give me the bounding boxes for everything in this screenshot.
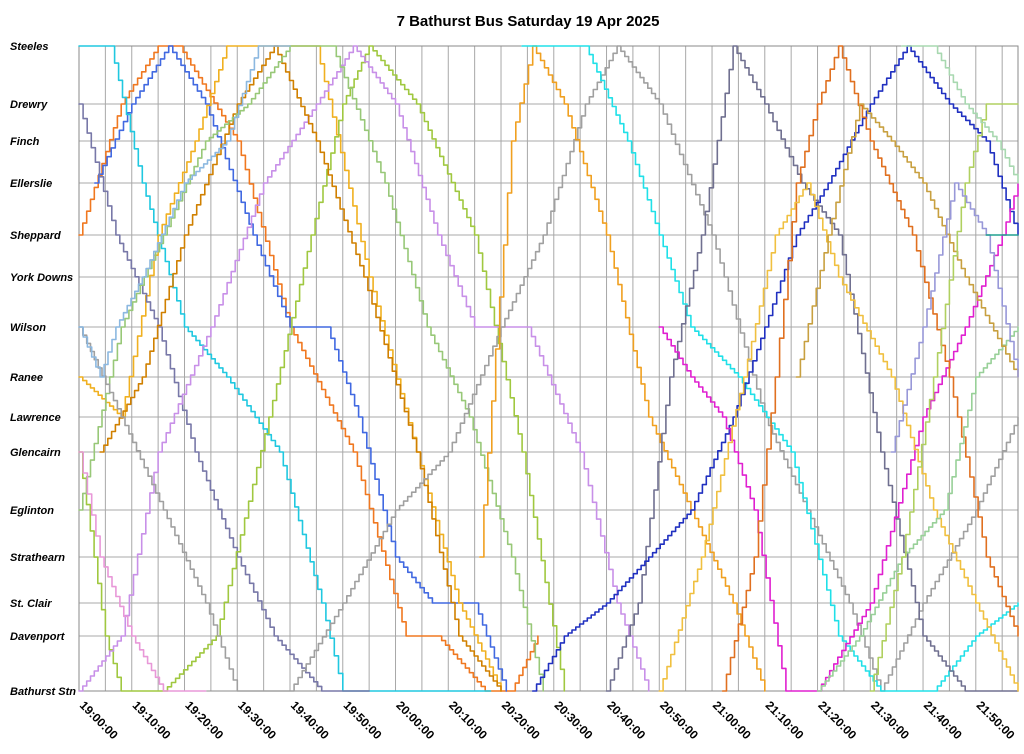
stop-label: Wilson [10, 322, 46, 334]
time-tick-label: 21:00:00 [710, 698, 754, 742]
time-tick-label: 20:50:00 [657, 698, 701, 742]
time-tick-label: 19:20:00 [182, 698, 226, 742]
stop-label: Davenport [10, 631, 66, 643]
stop-label: Ranee [10, 372, 43, 384]
time-tick-label: 20:30:00 [552, 698, 596, 742]
stop-labels: Steeles Drewry Finch Ellerslie Sheppard York … [10, 41, 76, 698]
time-tick-label: 20:40:00 [604, 698, 648, 742]
stop-label: Drewry [10, 99, 48, 111]
bus-trajectory-line [901, 45, 1019, 184]
bus-trajectory-line [521, 45, 1019, 692]
stop-label: Ellerslie [10, 178, 52, 190]
bus-trajectory-line [78, 45, 539, 692]
bus-trajectory-line [605, 45, 1019, 692]
time-tick-label: 21:20:00 [815, 698, 859, 742]
stop-label: St. Clair [10, 598, 52, 610]
time-tick-label: 19:40:00 [288, 698, 332, 742]
time-tick-label: 19:30:00 [235, 698, 279, 742]
bus-trajectory-line [78, 45, 566, 692]
time-tick-label: 21:50:00 [974, 698, 1018, 742]
stop-label: Steeles [10, 41, 49, 53]
stop-label: Sheppard [10, 230, 61, 242]
bus-trajectory-line [869, 103, 1019, 692]
bus-trajectory-line [479, 45, 766, 692]
time-tick-label: 19:50:00 [341, 698, 385, 742]
time-tick-label: 20:00:00 [393, 698, 437, 742]
stop-label: York Downs [10, 272, 73, 284]
bus-trajectory-line [78, 45, 1019, 692]
stop-label: Bathurst Stn [10, 686, 76, 698]
time-tick-label: 19:10:00 [130, 698, 174, 742]
series-group [78, 45, 1019, 692]
time-tick-label: 19:00:00 [77, 698, 121, 742]
stop-label: Strathearn [10, 552, 65, 564]
bus-trajectory-line [531, 45, 1019, 692]
bus-trajectory-line [94, 45, 508, 692]
time-tick-label: 21:10:00 [763, 698, 807, 742]
time-tick-label: 21:30:00 [868, 698, 912, 742]
bus-trajectory-line [816, 326, 1019, 692]
stop-label: Glencairn [10, 447, 61, 459]
bus-trajectory-line [78, 45, 544, 692]
bus-trajectory-line [795, 103, 1019, 378]
bus-trajectory-line [99, 45, 502, 692]
bus-trajectory-line [721, 45, 1019, 692]
bus-trajectory-line [78, 451, 207, 692]
bus-trajectory-line [78, 45, 492, 692]
stop-label: Eglinton [10, 505, 54, 517]
time-tick-label: 21:40:00 [921, 698, 965, 742]
bus-trajectory-line [890, 182, 1019, 453]
bus-trajectory-line [658, 182, 1019, 692]
bus-trajectory-line [658, 182, 1019, 692]
time-tick-label: 20:10:00 [446, 698, 490, 742]
bus-trajectory-line [78, 45, 291, 378]
time-tick-labels: 19:00:00 19:10:00 19:20:00 19:30:00 19:40:00… [77, 698, 1018, 742]
time-tick-label: 20:20:00 [499, 698, 543, 742]
bus-trajectory-line [78, 45, 650, 692]
stop-label: Finch [10, 136, 40, 148]
chart-title: 7 Bathurst Bus Saturday 19 Apr 2025 [397, 13, 660, 30]
bus-trajectory-line [78, 103, 370, 692]
stop-label: Lawrence [10, 412, 61, 424]
